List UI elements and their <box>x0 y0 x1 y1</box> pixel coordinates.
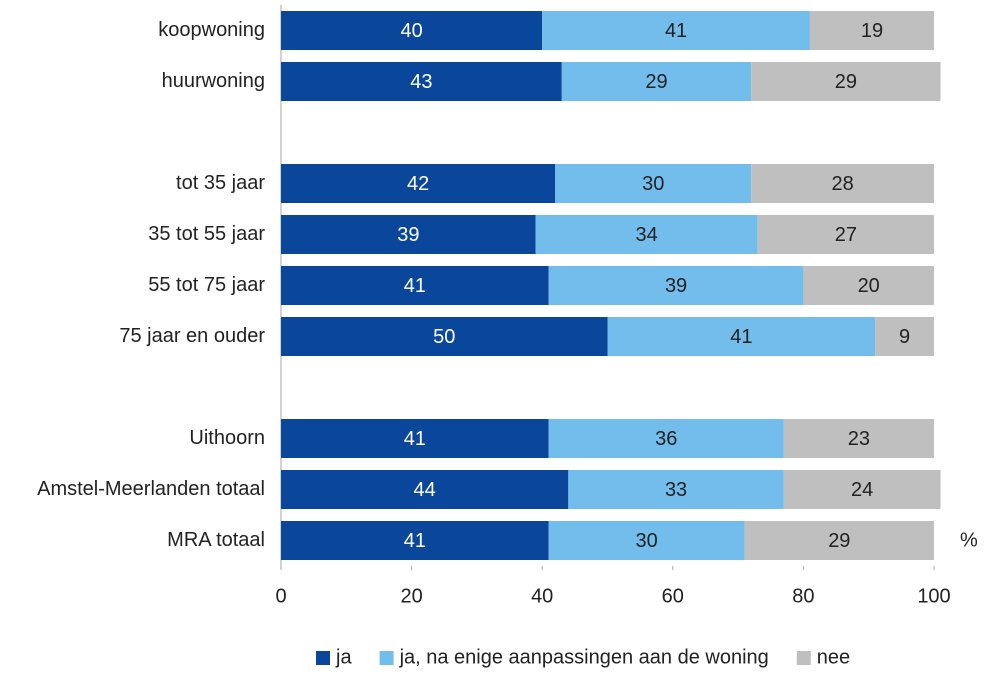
data-label: 41 <box>730 326 752 348</box>
bar-segment <box>281 470 569 509</box>
bar-segment <box>561 62 752 101</box>
data-label: 50 <box>433 326 455 348</box>
bar-segment <box>535 215 758 254</box>
bar-segment <box>783 419 934 458</box>
data-label: 41 <box>404 530 426 552</box>
legend-label: nee <box>817 646 850 668</box>
y-tick-label: 55 tot 75 jaar <box>148 274 265 296</box>
data-label: 41 <box>404 275 426 297</box>
y-tick-label: Amstel-Meerlanden totaal <box>37 478 265 500</box>
data-label: 39 <box>397 224 419 246</box>
y-tick-label: koopwoning <box>158 19 265 41</box>
bar-segment <box>548 521 745 560</box>
legend-label: ja <box>335 646 352 668</box>
bar-segment <box>281 62 562 101</box>
x-tick-label: 100 <box>917 585 950 607</box>
bar-segment <box>281 317 608 356</box>
bar-segment <box>542 11 810 50</box>
bar-segment <box>555 164 752 203</box>
data-label: 28 <box>831 173 853 195</box>
data-label: 40 <box>400 20 422 42</box>
data-label: 30 <box>636 530 658 552</box>
bar-segment <box>607 317 876 356</box>
data-label: 34 <box>636 224 658 246</box>
bar-segment <box>757 215 934 254</box>
bar-segment <box>281 419 549 458</box>
y-tick-label: huurwoning <box>162 70 265 92</box>
data-label: 44 <box>414 479 436 501</box>
legend-swatch <box>796 651 811 665</box>
bar-segment <box>281 164 556 203</box>
x-tick-label: 60 <box>662 585 684 607</box>
bar-segment <box>744 521 934 560</box>
data-label: 33 <box>665 479 687 501</box>
data-label: 24 <box>851 479 873 501</box>
data-label: 29 <box>835 71 857 93</box>
data-label: 19 <box>861 20 883 42</box>
bar-segment <box>751 164 934 203</box>
y-tick-label: 75 jaar en ouder <box>119 325 265 347</box>
data-label: 41 <box>404 428 426 450</box>
y-tick-label: Uithoorn <box>189 427 265 449</box>
y-tick-label: 35 tot 55 jaar <box>148 223 265 245</box>
x-tick-label: 20 <box>400 585 422 607</box>
y-tick-label: MRA totaal <box>167 529 265 551</box>
data-label: 30 <box>642 173 664 195</box>
bar-segment <box>281 266 549 305</box>
x-axis-unit: % <box>960 529 978 551</box>
bar-segment <box>568 470 784 509</box>
x-tick-label: 40 <box>531 585 553 607</box>
data-label: 39 <box>665 275 687 297</box>
bar-segment <box>548 419 784 458</box>
x-tick-label: 80 <box>792 585 814 607</box>
bar-segment <box>281 11 543 50</box>
bar-segment <box>751 62 941 101</box>
data-label: 36 <box>655 428 677 450</box>
bar-segment <box>783 470 941 509</box>
y-tick-label: tot 35 jaar <box>176 172 265 194</box>
data-label: 41 <box>665 20 687 42</box>
data-label: 27 <box>835 224 857 246</box>
data-label: 20 <box>858 275 880 297</box>
data-label: 23 <box>848 428 870 450</box>
bar-segment <box>281 215 536 254</box>
legend-swatch <box>379 651 394 665</box>
data-label: 42 <box>407 173 429 195</box>
bar-segment <box>281 521 549 560</box>
data-label: 29 <box>645 71 667 93</box>
bar-segment <box>809 11 934 50</box>
data-label: 43 <box>410 71 432 93</box>
bar-segment <box>875 317 934 356</box>
legend-swatch <box>316 651 330 665</box>
x-tick-label: 0 <box>275 585 286 607</box>
bar-segment <box>548 266 804 305</box>
legend-label: ja, na enige aanpassingen aan de woning <box>399 646 769 668</box>
data-label: 29 <box>828 530 850 552</box>
bar-segment <box>803 266 934 305</box>
data-label: 9 <box>899 326 910 348</box>
